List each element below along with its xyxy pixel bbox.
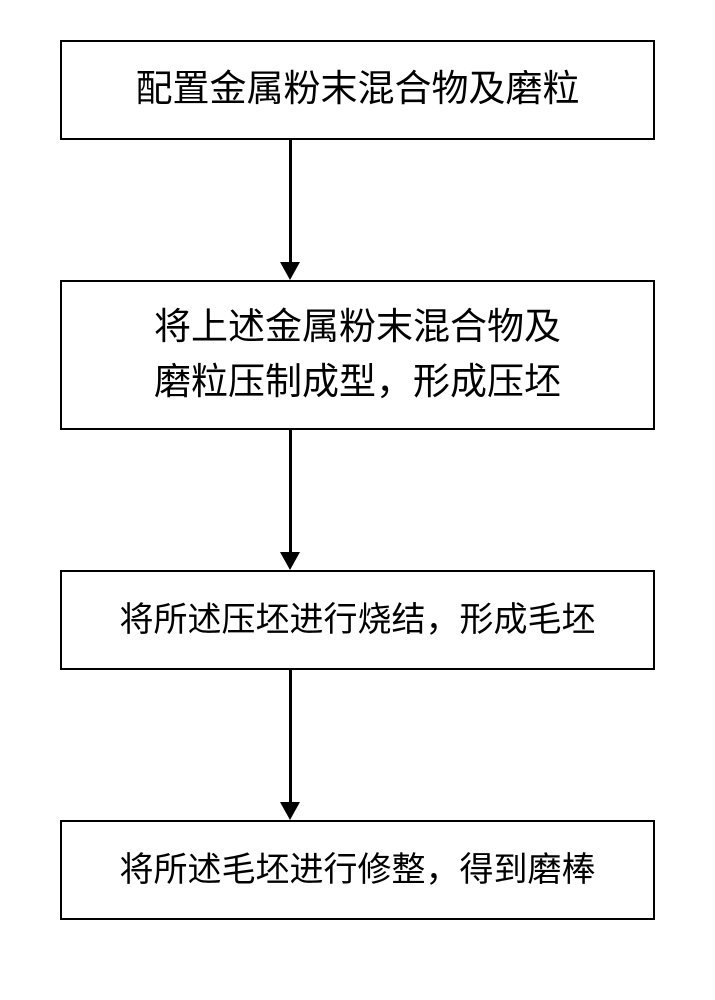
flow-arrow-1-head [280, 262, 300, 280]
flow-node-4: 将所述毛坯进行修整，得到磨棒 [60, 820, 655, 920]
flowchart-canvas: 配置金属粉末混合物及磨粒 将上述金属粉末混合物及 磨粒压制成型，形成压坯 将所述… [0, 0, 715, 1000]
flow-arrow-3-head [280, 802, 300, 820]
flow-arrow-2-head [280, 552, 300, 570]
flow-node-1: 配置金属粉末混合物及磨粒 [60, 40, 655, 140]
flow-node-2: 将上述金属粉末混合物及 磨粒压制成型，形成压坯 [60, 280, 655, 430]
flow-arrow-2-line [289, 430, 292, 552]
flow-node-4-label: 将所述毛坯进行修整，得到磨棒 [120, 845, 596, 896]
flow-node-2-label: 将上述金属粉末混合物及 磨粒压制成型，形成压坯 [154, 300, 561, 411]
flow-node-3: 将所述压坯进行烧结，形成毛坯 [60, 570, 655, 670]
flow-node-1-label: 配置金属粉末混合物及磨粒 [136, 62, 580, 118]
flow-arrow-1-line [289, 140, 292, 262]
flow-node-3-label: 将所述压坯进行烧结，形成毛坯 [120, 595, 596, 646]
flow-arrow-3-line [289, 670, 292, 802]
